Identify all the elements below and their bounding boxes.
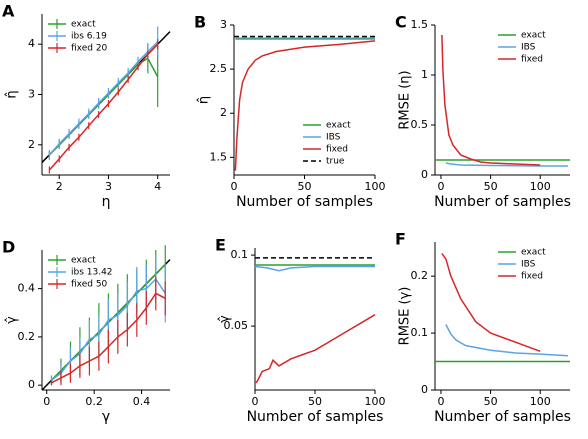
x-axis-label: Number of samples <box>247 409 384 425</box>
panel-label: C <box>395 13 407 32</box>
legend-label: ibs 6.19 <box>71 32 107 42</box>
x-tick-label: 4 <box>154 180 161 193</box>
y-tick-label: 0.1 <box>231 248 249 261</box>
series-line <box>254 265 375 272</box>
series-line <box>445 162 568 167</box>
x-tick-label: 50 <box>484 395 498 408</box>
legend-label: fixed 20 <box>71 44 108 54</box>
legend-label: true <box>326 157 345 167</box>
x-tick-label: 0 <box>43 395 50 408</box>
x-axis-label: Number of samples <box>236 194 373 210</box>
legend-label: fixed <box>326 145 348 155</box>
y-tick-label: 0.05 <box>224 319 249 332</box>
y-axis-label: η̂ <box>5 90 20 98</box>
y-tick-label: 1.5 <box>210 150 228 163</box>
series-line <box>51 277 166 381</box>
series-line <box>48 41 159 156</box>
x-tick-label: 0 <box>252 395 259 408</box>
series-line <box>48 43 159 171</box>
panel-label: E <box>215 236 226 255</box>
y-tick-label: 4 <box>28 37 35 50</box>
y-tick-label: 2.5 <box>210 62 228 75</box>
y-axis-label: η̂ <box>197 96 212 104</box>
x-tick-label: 100 <box>530 395 551 408</box>
x-axis-label: γ <box>102 409 110 425</box>
x-tick-label: 100 <box>365 180 386 193</box>
x-axis-label: Number of samples <box>434 409 571 425</box>
x-tick-label: 0.4 <box>133 395 151 408</box>
y-tick-label: 0 <box>28 378 35 391</box>
y-tick-label: 1 <box>421 68 428 81</box>
y-tick-label: 0.2 <box>411 269 429 282</box>
y-tick-label: 0 <box>421 383 428 396</box>
series-line <box>255 314 376 384</box>
y-tick-label: 2 <box>220 106 227 119</box>
y-axis-label: γ̂ <box>218 315 233 323</box>
legend-label: IBS <box>326 133 341 143</box>
legend-label: fixed 50 <box>71 280 108 290</box>
y-axis-label: γ̂ <box>5 316 20 324</box>
y-tick-label: 3 <box>28 88 35 101</box>
x-tick-label: 50 <box>484 180 498 193</box>
series-line <box>234 40 376 171</box>
legend-label: ibs 13.42 <box>71 268 113 278</box>
series-line <box>441 252 541 353</box>
legend-label: fixed <box>521 272 543 282</box>
x-tick-label: 50 <box>298 180 312 193</box>
legend-label: IBS <box>521 43 536 53</box>
panel-label: B <box>194 13 206 32</box>
y-tick-label: 0.2 <box>18 330 36 343</box>
y-tick-label: 1.5 <box>411 18 429 31</box>
series-line <box>48 57 159 156</box>
y-tick-label: 2 <box>28 138 35 151</box>
legend-label: exact <box>71 256 96 266</box>
x-tick-label: 100 <box>530 180 551 193</box>
x-tick-label: 50 <box>308 395 322 408</box>
y-tick-label: 0.4 <box>18 282 36 295</box>
legend-label: exact <box>521 31 546 41</box>
x-tick-label: 0.2 <box>85 395 103 408</box>
series-line <box>441 34 541 166</box>
x-tick-label: 0 <box>437 180 444 193</box>
y-tick-label: 0 <box>421 168 428 181</box>
legend-label: IBS <box>521 260 536 270</box>
x-tick-label: 100 <box>365 395 386 408</box>
panel-label: A <box>2 2 15 21</box>
legend-label: exact <box>521 248 546 258</box>
x-axis-label: η <box>102 194 111 210</box>
y-tick-label: 3 <box>220 18 227 31</box>
x-tick-label: 0 <box>231 180 238 193</box>
legend-label: exact <box>71 20 96 30</box>
x-tick-label: 2 <box>56 180 63 193</box>
y-tick-label: 0.1 <box>411 326 429 339</box>
y-tick-label: 0.5 <box>411 118 429 131</box>
x-tick-label: 0 <box>437 395 444 408</box>
series-line <box>51 292 166 384</box>
panel-label: F <box>395 230 406 249</box>
x-tick-label: 3 <box>105 180 112 193</box>
y-axis-label: RMSE (η) <box>398 70 413 129</box>
legend-label: fixed <box>521 55 543 65</box>
series-line <box>445 324 569 357</box>
legend-label: exact <box>326 121 351 131</box>
y-axis-label: RMSE (γ) <box>398 287 413 346</box>
panel-label: D <box>2 238 15 257</box>
x-axis-label: Number of samples <box>434 194 571 210</box>
